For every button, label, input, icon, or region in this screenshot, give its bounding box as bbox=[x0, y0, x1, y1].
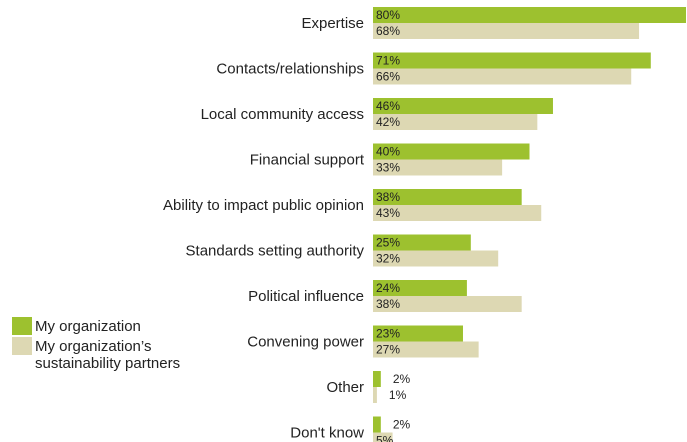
data-label-my-organization-don-t-know: 2% bbox=[393, 418, 411, 432]
bar-partners-local-community-access bbox=[373, 114, 538, 130]
data-label-my-organization-expertise: 80% bbox=[376, 8, 400, 22]
bar-partners-financial-support bbox=[373, 159, 503, 176]
category-label-convening-power: Convening power bbox=[247, 334, 364, 351]
bar-my-organization-political-influence bbox=[373, 280, 467, 296]
data-labels: 80% 68% 71% 66% 46% 42% 40% 33% 38% 43% 25% 32% 24% 3… bbox=[376, 8, 410, 442]
bar-partners-expertise bbox=[373, 23, 640, 39]
bar-partners-ability-to-impact-public-opinion bbox=[373, 205, 542, 221]
bar-my-organization-local-community-access bbox=[373, 98, 553, 114]
data-label-my-organization-ability-to-impact-public-opinion: 38% bbox=[376, 190, 400, 204]
bars bbox=[373, 7, 686, 442]
data-label-my-organization-contacts-relationships: 71% bbox=[376, 54, 400, 68]
bar-my-organization-expertise bbox=[373, 7, 686, 23]
bar-my-organization-other bbox=[373, 371, 381, 387]
legend-label-partners-line-1: My organization’s bbox=[35, 338, 151, 355]
bar-partners-political-influence bbox=[373, 296, 522, 312]
bar-my-organization-financial-support bbox=[373, 143, 530, 160]
data-label-partners-contacts-relationships: 66% bbox=[376, 70, 400, 84]
bar-my-organization-convening-power bbox=[373, 325, 463, 342]
data-label-partners-other: 1% bbox=[389, 388, 407, 402]
data-label-my-organization-standards-setting-authority: 25% bbox=[376, 236, 400, 250]
data-label-my-organization-financial-support: 40% bbox=[376, 145, 400, 159]
category-label-political-influence: Political influence bbox=[248, 288, 364, 305]
data-label-partners-financial-support: 33% bbox=[376, 161, 400, 175]
bar-my-organization-standards-setting-authority bbox=[373, 234, 471, 251]
category-label-don-t-know: Don't know bbox=[290, 425, 364, 442]
category-label-expertise: Expertise bbox=[301, 15, 364, 32]
data-label-my-organization-local-community-access: 46% bbox=[376, 99, 400, 113]
category-label-other: Other bbox=[326, 379, 364, 396]
legend-label-partners-line-2: sustainability partners bbox=[35, 355, 180, 372]
bar-my-organization-contacts-relationships bbox=[373, 52, 651, 69]
data-label-partners-expertise: 68% bbox=[376, 24, 400, 38]
category-label-financial-support: Financial support bbox=[250, 152, 365, 169]
data-label-partners-standards-setting-authority: 32% bbox=[376, 252, 400, 266]
category-label-ability-to-impact-public-opinion: Ability to impact public opinion bbox=[163, 197, 364, 214]
legend-swatch-my-organization bbox=[12, 317, 32, 335]
data-label-partners-convening-power: 27% bbox=[376, 343, 400, 357]
bar-my-organization-don-t-know bbox=[373, 416, 381, 433]
data-label-my-organization-other: 2% bbox=[393, 372, 411, 386]
data-label-partners-local-community-access: 42% bbox=[376, 115, 400, 129]
legend: My organization My organization’ssustaina… bbox=[12, 317, 180, 372]
bar-partners-contacts-relationships bbox=[373, 68, 632, 85]
category-label-local-community-access: Local community access bbox=[201, 106, 364, 123]
legend-label-my-organization: My organization bbox=[35, 318, 141, 335]
category-label-standards-setting-authority: Standards setting authority bbox=[186, 243, 365, 260]
bar-partners-standards-setting-authority bbox=[373, 250, 499, 267]
legend-swatch-partners bbox=[12, 337, 32, 355]
bar-my-organization-ability-to-impact-public-opinion bbox=[373, 189, 522, 205]
bar-partners-other bbox=[373, 387, 377, 403]
data-label-my-organization-political-influence: 24% bbox=[376, 281, 400, 295]
data-label-my-organization-convening-power: 23% bbox=[376, 327, 400, 341]
data-label-partners-don-t-know: 5% bbox=[376, 434, 394, 442]
bar-partners-convening-power bbox=[373, 341, 479, 358]
category-labels: Expertise Contacts/relationships Local com… bbox=[163, 15, 365, 442]
data-label-partners-ability-to-impact-public-opinion: 43% bbox=[376, 206, 400, 220]
bar-partners-don-t-know bbox=[373, 432, 393, 442]
data-label-partners-political-influence: 38% bbox=[376, 297, 400, 311]
category-label-contacts-relationships: Contacts/relationships bbox=[216, 61, 364, 78]
